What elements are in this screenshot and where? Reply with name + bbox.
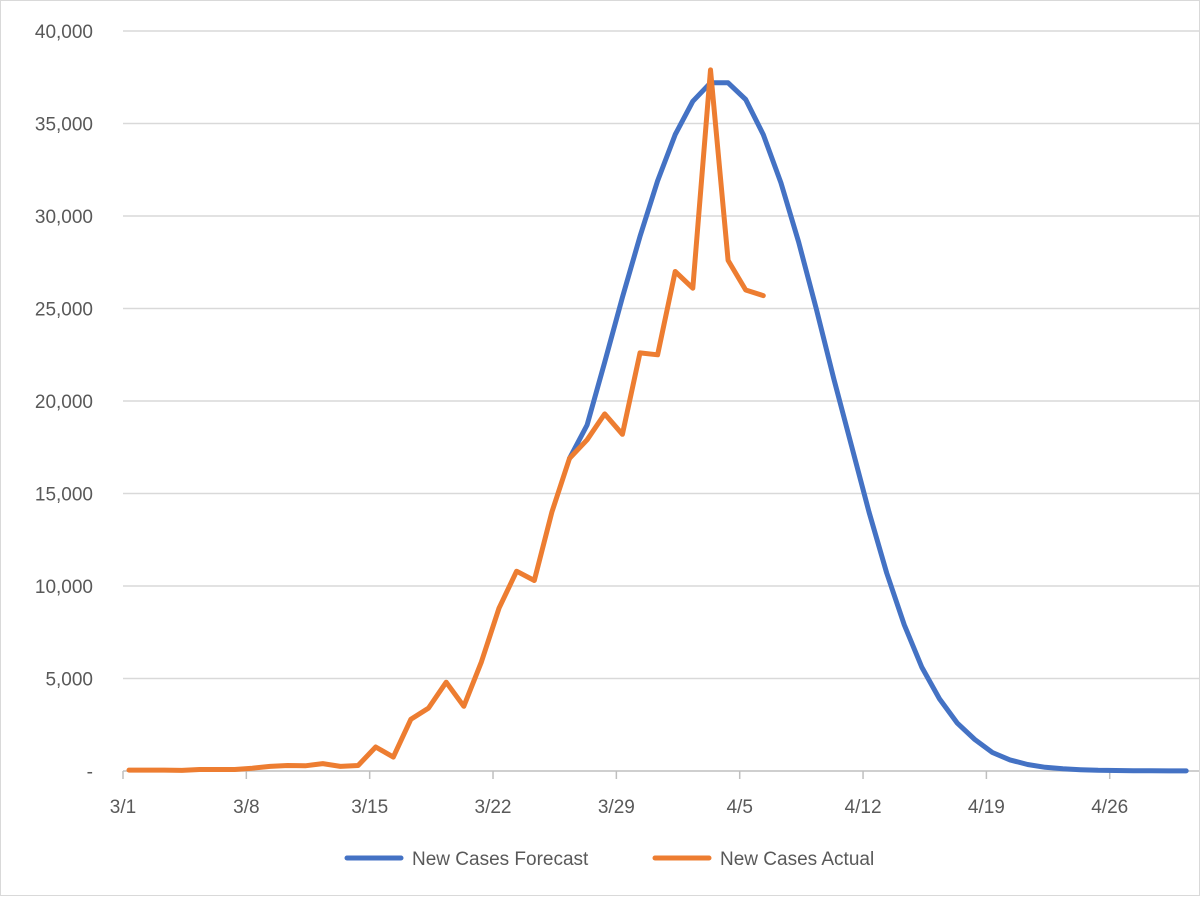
y-tick-label: 35,000 bbox=[35, 115, 93, 136]
x-tick-label: 3/15 bbox=[351, 797, 388, 818]
series-line-forecast bbox=[567, 80, 1189, 774]
y-tick-label: 30,000 bbox=[35, 207, 93, 228]
y-tick-label: 25,000 bbox=[35, 300, 93, 321]
x-tick-label: 3/1 bbox=[110, 797, 136, 818]
x-tick-label: 3/22 bbox=[475, 797, 512, 818]
x-tick-label: 3/29 bbox=[598, 797, 635, 818]
x-tick-label: 4/5 bbox=[726, 797, 752, 818]
legend-label: New Cases Actual bbox=[720, 849, 874, 870]
x-tick-label: 4/26 bbox=[1091, 797, 1128, 818]
grid-lines bbox=[123, 30, 1199, 680]
y-tick-label: 15,000 bbox=[35, 485, 93, 506]
y-tick-label: 10,000 bbox=[35, 577, 93, 598]
x-tick-label: 3/8 bbox=[233, 797, 259, 818]
x-tick-label: 4/19 bbox=[968, 797, 1005, 818]
y-tick-label: 5,000 bbox=[45, 670, 93, 691]
legend: New Cases Forecast New Cases Actual bbox=[344, 849, 874, 870]
legend-label: New Cases Forecast bbox=[412, 849, 589, 870]
axes: - 5,000 10,000 15,000 20,000 25,000 30,000 35,0… bbox=[35, 22, 1199, 818]
y-tick-label: 40,000 bbox=[35, 22, 93, 43]
x-tick-label: 4/12 bbox=[845, 797, 882, 818]
series-line-actual bbox=[126, 67, 766, 773]
y-tick-label: 20,000 bbox=[35, 392, 93, 413]
y-tick-label: - bbox=[87, 762, 93, 783]
series-lines bbox=[126, 67, 1189, 774]
